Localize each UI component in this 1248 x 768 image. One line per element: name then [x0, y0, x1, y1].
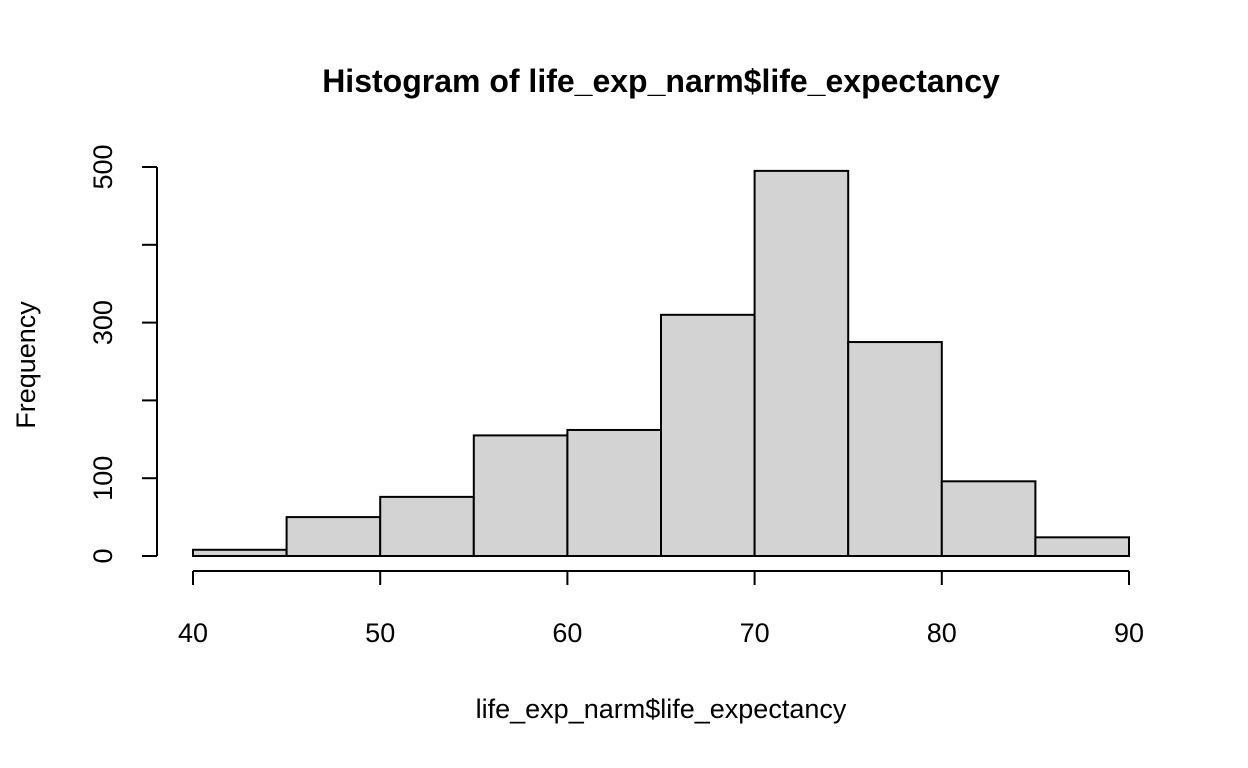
- y-tick-label-100: 100: [88, 456, 118, 501]
- x-tick-label-50: 50: [365, 618, 395, 648]
- histogram-bar-60-65: [566, 428, 663, 557]
- y-tick-label-0: 0: [88, 548, 118, 563]
- x-tick-label-70: 70: [740, 618, 770, 648]
- histogram-bar-80-85: [940, 480, 1037, 558]
- histogram-bar-65-70: [660, 313, 756, 557]
- bars-group: [192, 169, 1131, 558]
- histogram-bar-45-50: [285, 516, 382, 557]
- histogram-bar-75-80: [847, 341, 943, 557]
- histogram-bar-40-45: [192, 548, 288, 558]
- x-axis-label: life_exp_narm$life_expectancy: [476, 694, 847, 724]
- histogram-bar-55-60: [472, 434, 569, 557]
- y-axis-label: Frequency: [11, 301, 41, 429]
- x-tick-label-90: 90: [1114, 618, 1144, 648]
- histogram-bar-50-55: [379, 495, 475, 558]
- x-tick-label-60: 60: [552, 618, 582, 648]
- x-tick-label-40: 40: [178, 618, 208, 648]
- y-tick-label-500: 500: [88, 144, 118, 189]
- x-tick-label-80: 80: [927, 618, 957, 648]
- histogram-bar-70-75: [753, 169, 850, 557]
- x-axis: 40 50 60 70 80 90: [178, 570, 1144, 648]
- histogram-bar-85-90: [1034, 536, 1131, 558]
- y-axis: 0 100 300 500: [88, 144, 158, 564]
- y-tick-label-300: 300: [88, 300, 118, 345]
- chart-title: Histogram of life_exp_narm$life_expectan…: [322, 63, 1000, 99]
